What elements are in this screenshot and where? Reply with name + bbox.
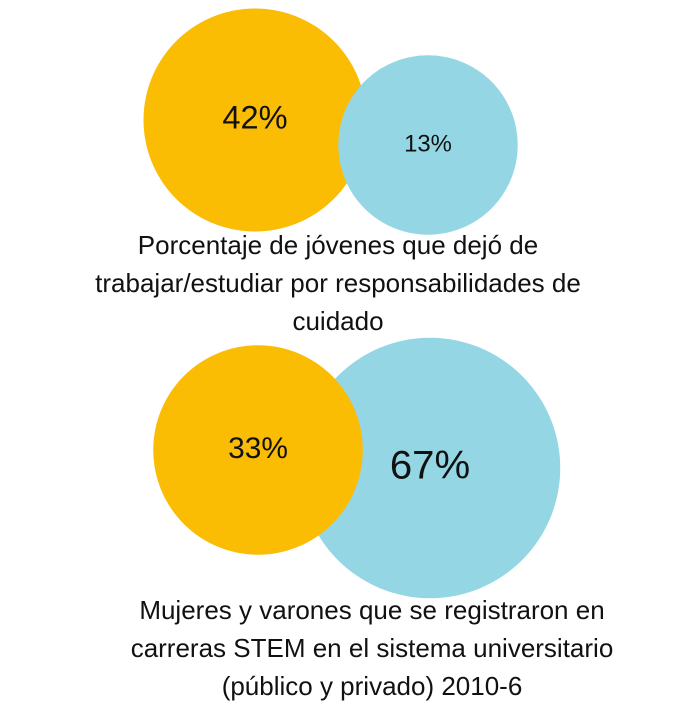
value-label: 42% — [222, 99, 287, 136]
bubble — [143, 8, 367, 232]
bubble — [299, 337, 561, 599]
bubble — [338, 55, 518, 235]
caption: cuidado — [292, 306, 383, 336]
caption: trabajar/estudiar por responsabilidades … — [95, 268, 581, 298]
value-label: 33% — [228, 432, 288, 465]
caption: Porcentaje de jóvenes que dejó de — [138, 230, 538, 260]
value-label: 13% — [404, 130, 452, 157]
bubble — [153, 345, 363, 555]
value-label: 67% — [390, 444, 470, 488]
caption: carreras STEM en el sistema universitari… — [131, 633, 614, 663]
caption: Mujeres y varones que se registraron en — [139, 595, 604, 625]
caption: (público y privado) 2010-6 — [222, 671, 523, 701]
